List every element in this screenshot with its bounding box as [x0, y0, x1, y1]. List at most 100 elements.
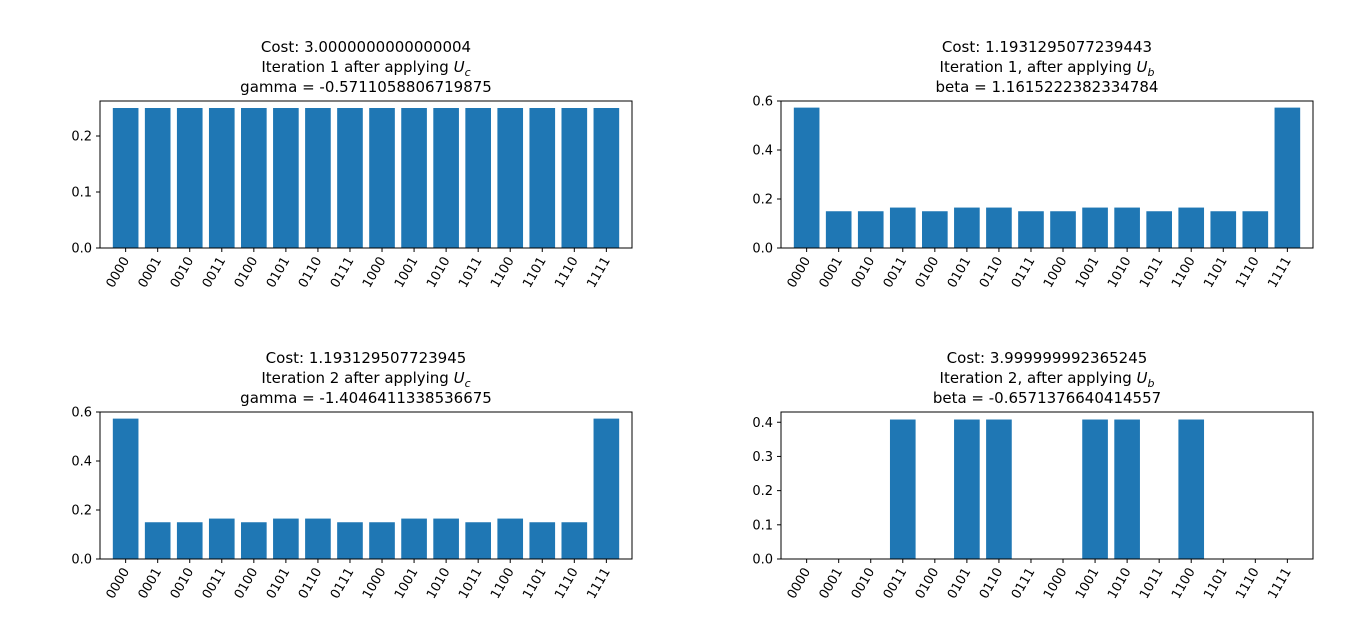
x-tick-label: 0011 [200, 566, 230, 602]
bar-0001 [825, 211, 852, 248]
x-tick-label: 1001 [392, 255, 422, 291]
bar-0000 [793, 107, 820, 249]
x-tick-label: 1101 [520, 566, 550, 602]
bar-0101 [954, 207, 980, 248]
axes-frame [99, 100, 633, 249]
x-tick-label: 0001 [817, 255, 847, 291]
bar-1110 [1242, 211, 1269, 248]
x-tick-label: 0010 [168, 566, 198, 602]
y-tick-label: 0.2 [752, 193, 773, 208]
bar-0101 [273, 518, 299, 559]
x-tick-label: 0110 [977, 255, 1007, 291]
x-tick-label: 0010 [849, 255, 879, 291]
chart-title-line-3: beta = 1.1615222382334784 [936, 78, 1159, 96]
bar-1001 [401, 108, 427, 248]
bar-0110 [305, 518, 331, 559]
x-tick-label: 0110 [296, 566, 326, 602]
x-tick-label: 0010 [168, 255, 198, 291]
chart-title-line-1: Cost: 3.0000000000000004 [261, 38, 471, 56]
x-tick-label: 0010 [849, 566, 879, 602]
bar-1101 [529, 108, 556, 248]
x-tick-label: 1100 [1169, 255, 1199, 291]
bar-0011 [889, 207, 916, 248]
x-tick-label: 1111 [1265, 255, 1295, 291]
bar-0111 [337, 108, 363, 248]
x-tick-label: 1001 [1073, 566, 1103, 602]
bar-0100 [922, 211, 948, 248]
x-tick-label: 1000 [1041, 566, 1071, 602]
x-tick-label: 1111 [584, 566, 614, 602]
chart-panel-4: Cost: 3.999999992365245 Iteration 2, afte… [752, 349, 1314, 602]
x-tick-label: 0011 [200, 255, 230, 291]
x-tick-label: 1110 [1233, 255, 1263, 291]
axes-frame [99, 411, 633, 560]
bar-1100 [497, 518, 524, 559]
x-tick-label: 0101 [264, 255, 294, 291]
x-tick-label: 0011 [881, 566, 911, 602]
y-tick-label: 0.4 [752, 144, 773, 159]
bar-0010 [857, 211, 884, 248]
y-tick-label: 0.2 [752, 484, 773, 499]
chart-title-line-2: Iteration 2 after applying Uc [261, 369, 470, 390]
x-tick-label: 1100 [488, 255, 518, 291]
x-tick-label: 0000 [104, 255, 134, 291]
bar-1101 [1210, 211, 1237, 248]
bar-1001 [401, 518, 427, 559]
bar-1011 [1146, 211, 1172, 248]
x-tick-label: 0001 [817, 566, 847, 602]
x-tick-label: 1111 [584, 255, 614, 291]
x-tick-label: 1011 [456, 255, 486, 291]
x-tick-label: 1110 [552, 255, 582, 291]
x-tick-label: 1010 [1105, 566, 1135, 602]
bar-0110 [986, 419, 1012, 559]
bar-0010 [176, 108, 203, 248]
x-tick-label: 1000 [360, 255, 390, 291]
bar-0111 [1018, 211, 1044, 248]
bar-0101 [954, 419, 980, 559]
x-tick-label: 1001 [392, 566, 422, 602]
x-tick-label: 1010 [424, 566, 454, 602]
x-tick-label: 0111 [1009, 255, 1039, 291]
chart-panel-3: Cost: 1.193129507723945 Iteration 2 after… [71, 349, 633, 602]
x-tick-label: 1100 [488, 566, 518, 602]
y-tick-label: 0.6 [71, 406, 92, 421]
bar-1110 [561, 108, 588, 248]
bar-0100 [241, 522, 267, 559]
operator-subscript: c [465, 377, 471, 390]
bar-0011 [889, 419, 916, 559]
x-tick-label: 1001 [1073, 255, 1103, 291]
x-tick-label: 1111 [1265, 566, 1295, 602]
y-tick-label: 0.4 [752, 416, 773, 431]
bar-1111 [593, 108, 620, 248]
x-tick-label: 0000 [785, 255, 815, 291]
x-tick-label: 0101 [264, 566, 294, 602]
bar-1010 [433, 518, 459, 559]
bar-0100 [241, 108, 267, 248]
y-tick-label: 0.2 [71, 504, 92, 519]
bar-1011 [465, 108, 491, 248]
bar-1001 [1082, 419, 1108, 559]
x-tick-label: 0110 [296, 255, 326, 291]
x-tick-label: 0110 [977, 566, 1007, 602]
x-tick-label: 1100 [1169, 566, 1199, 602]
bar-0101 [273, 108, 299, 248]
bar-1111 [1274, 107, 1301, 249]
operator-subscript: b [1147, 377, 1154, 390]
y-tick-label: 0.3 [752, 450, 773, 465]
y-tick-label: 0.4 [71, 455, 92, 470]
x-tick-label: 1011 [456, 566, 486, 602]
x-tick-label: 1101 [520, 255, 550, 291]
x-tick-label: 0011 [881, 255, 911, 291]
bar-0011 [208, 108, 235, 248]
bar-1011 [465, 522, 491, 559]
bar-1111 [593, 418, 620, 559]
chart-title-line-1: Cost: 1.193129507723945 [266, 349, 467, 367]
chart-panel-2: Cost: 1.1931295077239443 Iteration 1, aft… [752, 38, 1314, 291]
operator-symbol: U [454, 369, 465, 387]
x-tick-label: 0100 [232, 255, 262, 291]
bar-0011 [208, 518, 235, 559]
y-tick-label: 0.1 [752, 518, 773, 533]
operator-subscript: b [1147, 66, 1154, 79]
bar-1010 [1114, 207, 1140, 248]
